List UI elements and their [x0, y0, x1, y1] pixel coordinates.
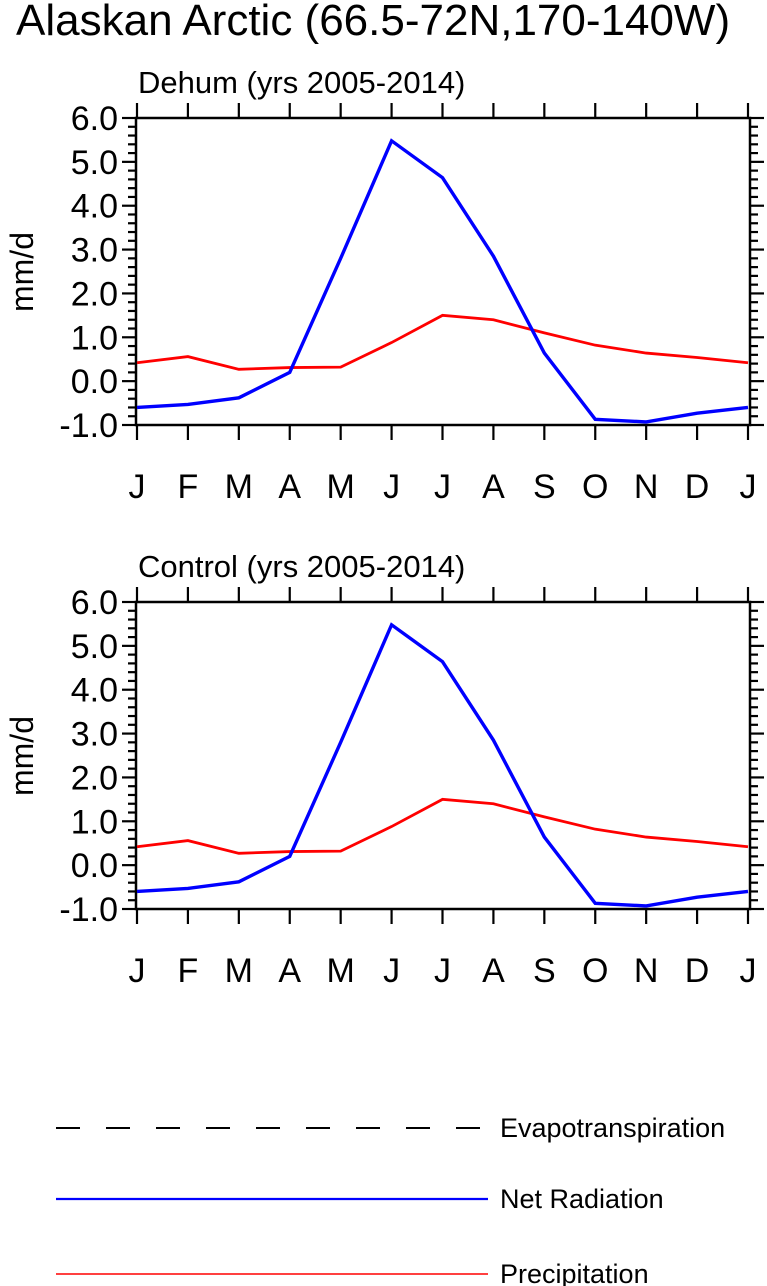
x-month-label: S [533, 468, 556, 506]
x-month-label: M [225, 952, 253, 990]
y-tick-label: 5.0 [71, 144, 118, 182]
plot-area-control: 6.05.04.03.02.01.00.0-1.0J F M A M J J A S O N D J [59, 584, 764, 990]
x-month-label: A [278, 952, 301, 990]
y-tick-label: 5.0 [71, 628, 118, 666]
x-month-label: O [582, 468, 608, 506]
x-month-label: J [434, 952, 451, 990]
plot-frame [134, 600, 752, 911]
x-month-label: F [178, 952, 199, 990]
y-tick-label: 0.0 [71, 363, 118, 401]
legend-entry-net-radiation: Net Radiation [56, 1182, 664, 1216]
x-month-label: J [434, 468, 451, 506]
x-month-label: M [327, 468, 355, 506]
x-month-label: D [685, 468, 710, 506]
x-month-label: M [327, 952, 355, 990]
x-month-label: J [383, 468, 400, 506]
x-month-label: J [740, 468, 757, 506]
legend-label: Evapotranspiration [500, 1112, 726, 1143]
panel-dehum: Dehum (yrs 2005-2014) mm/d 6.0 5.0 4.0 3.0 2… [0, 55, 767, 525]
series-line-precipitation [136, 797, 749, 855]
solid-line-swatch [56, 1273, 488, 1275]
x-month-label: J [740, 952, 757, 990]
solid-line-swatch [56, 1197, 488, 1201]
y-tick-label: 1.0 [71, 803, 118, 841]
y-tick-label: 0.0 [71, 847, 118, 885]
legend-entry-evapotranspiration: Evapotranspiration [56, 1111, 725, 1145]
x-month-label: A [482, 468, 505, 506]
x-month-label: F [178, 468, 199, 506]
series-line-precipitation [136, 313, 749, 371]
x-month-label: A [482, 952, 505, 990]
y-tick-label: 3.0 [71, 232, 118, 270]
y-tick-label: 4.0 [71, 188, 118, 226]
x-month-label: S [533, 952, 556, 990]
x-month-label: J [129, 468, 146, 506]
y-tick-label: 4.0 [71, 672, 118, 710]
y-tick-label: -1.0 [59, 407, 118, 445]
panel-title-control: Control (yrs 2005-2014) [138, 549, 466, 584]
y-tick-label: 6.0 [71, 584, 118, 622]
y-tick-label: 2.0 [71, 759, 118, 797]
x-month-label: A [278, 468, 301, 506]
plot-area-dehum: 6.05.04.03.02.01.00.0-1.0J F M A M J J A S O N D J [59, 100, 764, 506]
x-month-label: N [634, 952, 659, 990]
panel-title-dehum: Dehum (yrs 2005-2014) [138, 65, 466, 100]
x-month-label: N [634, 468, 659, 506]
plot-frame [134, 116, 752, 427]
dashed-line-swatch [56, 1127, 488, 1129]
legend-label: Net Radiation [500, 1183, 664, 1214]
y-tick-label: 2.0 [71, 275, 118, 313]
x-month-label: D [685, 952, 710, 990]
series-line-net-radiation [136, 138, 749, 424]
y-tick-label: -1.0 [59, 891, 118, 929]
legend-entry-precipitation: Precipitation [56, 1257, 649, 1286]
series-line-net-radiation [136, 622, 749, 908]
y-tick-label: 1.0 [71, 319, 118, 357]
x-month-label: J [129, 952, 146, 990]
y-tick-label: 3.0 [71, 716, 118, 754]
legend-label: Precipitation [500, 1258, 649, 1286]
panel-control: Control (yrs 2005-2014) mm/d 6.0 5.0 4.0 3.… [0, 539, 767, 1009]
x-month-label: M [225, 468, 253, 506]
y-tick-label: 6.0 [71, 100, 118, 138]
x-month-label: O [582, 952, 608, 990]
main-title: Alaskan Arctic (66.5-72N,170-140W) [16, 0, 731, 45]
x-month-label: J [383, 952, 400, 990]
